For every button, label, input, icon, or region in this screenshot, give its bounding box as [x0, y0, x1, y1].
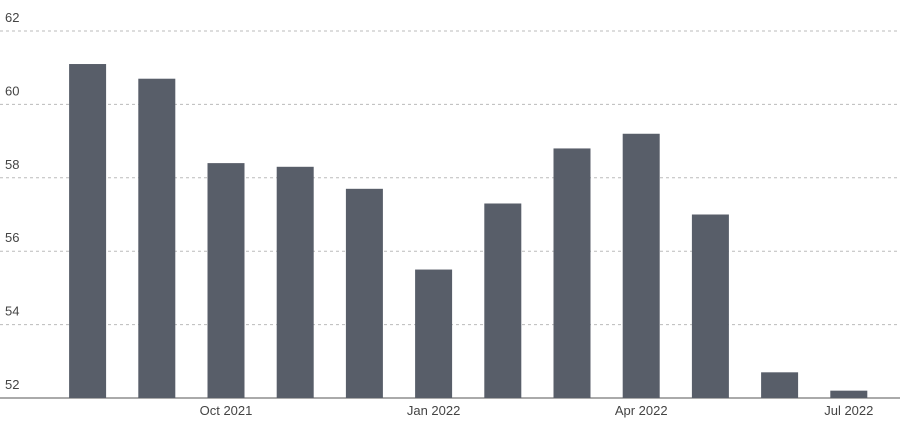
bar	[276, 166, 314, 398]
y-tick-label: 62	[5, 10, 19, 25]
bar	[691, 214, 729, 398]
bar	[622, 133, 660, 398]
bar	[415, 269, 453, 398]
bar	[761, 372, 799, 398]
y-tick-label: 58	[5, 157, 19, 172]
y-tick-label: 52	[5, 377, 19, 392]
x-tick-label: Jan 2022	[407, 403, 461, 418]
x-tick-label: Apr 2022	[615, 403, 668, 418]
bar	[138, 78, 176, 399]
bar	[345, 188, 383, 398]
bar	[69, 64, 107, 398]
x-tick-label: Oct 2021	[200, 403, 253, 418]
y-tick-label: 54	[5, 304, 19, 319]
bar	[207, 163, 245, 398]
bar	[484, 203, 522, 398]
bar	[553, 148, 591, 398]
y-tick-label: 56	[5, 230, 19, 245]
x-tick-label: Jul 2022	[824, 403, 873, 418]
y-tick-label: 60	[5, 83, 19, 98]
bar	[830, 390, 868, 398]
